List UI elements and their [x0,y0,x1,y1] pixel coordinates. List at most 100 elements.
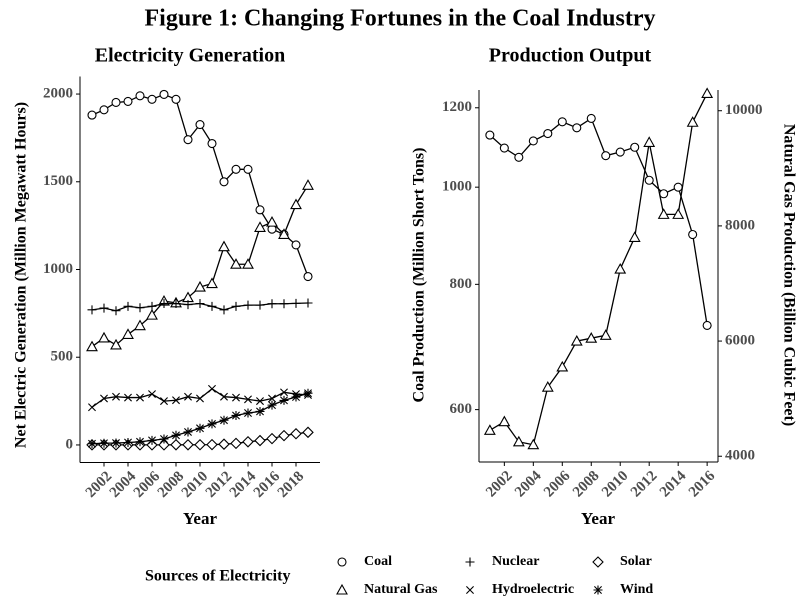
marker [100,394,108,403]
y2-tick-label: 10000 [725,102,763,118]
marker [688,229,698,240]
marker [112,392,120,401]
marker [88,403,96,412]
marker [291,392,301,402]
marker [586,113,596,123]
marker [135,91,145,101]
marker [242,258,254,269]
marker [123,96,133,106]
marker [630,142,640,152]
y-axis-label: Net Electric Generation (Million Megawat… [13,102,30,448]
marker [87,439,97,449]
legend-label: Coal [364,554,392,569]
marker [254,221,266,232]
marker [657,208,670,219]
marker [99,105,109,115]
marker [86,340,98,352]
marker [135,303,145,313]
y-tick-label: 500 [51,349,74,365]
legend-symbol [337,557,347,567]
marker [218,240,230,252]
marker [160,397,168,406]
marker [230,437,242,450]
marker [196,394,204,403]
y-tick-label: 1500 [43,173,73,189]
marker [195,423,205,433]
marker [244,395,252,404]
marker [207,419,217,429]
marker [483,424,496,435]
x-tick-label: 2016 [686,468,719,501]
x-axis-label: Year [581,509,615,528]
marker [570,334,583,346]
figure-title: Figure 1: Changing Fortunes in the Coal … [145,6,656,32]
marker [124,393,132,402]
marker [159,89,169,99]
marker [207,301,217,311]
marker [528,136,538,146]
legend-symbol [336,583,348,595]
legend-title: Sources of Electricity [145,568,290,585]
marker [122,328,134,339]
marker [148,390,156,399]
marker [279,299,289,309]
marker [278,228,290,239]
marker [111,97,121,108]
y-tick-label: 2000 [43,85,73,101]
marker [279,395,289,405]
marker [230,258,242,269]
marker [644,175,654,185]
marker [290,198,302,210]
marker [267,400,277,410]
marker [218,438,230,450]
legend-symbol [592,556,604,568]
y-tick-label: 600 [450,401,473,417]
marker [266,215,278,227]
marker [599,329,612,340]
marker [601,151,611,161]
x-axis-label: Year [183,509,217,528]
marker [672,208,685,219]
marker [123,301,133,311]
legend-label: Natural Gas [364,582,438,597]
marker [207,138,217,149]
marker [195,120,205,130]
y2-tick-label: 4000 [725,448,755,464]
marker [557,117,567,127]
marker [303,298,313,308]
marker [302,179,314,190]
marker [268,394,276,403]
marker [231,164,241,174]
marker [183,135,193,145]
x-tick-label: 2014 [657,468,690,501]
marker [123,437,133,447]
x-tick-label: 2008 [570,468,603,501]
marker [231,301,241,311]
marker [219,415,229,425]
marker [219,177,229,187]
marker [643,136,656,147]
marker [147,435,157,445]
marker [146,308,158,320]
marker [243,408,253,418]
marker [111,306,121,316]
marker [171,430,181,440]
x-tick-label: 2018 [275,468,308,501]
x-tick-label: 2006 [541,468,574,501]
marker [255,406,265,416]
marker [527,438,540,450]
marker [278,429,290,442]
marker [291,298,301,308]
marker [628,231,641,242]
y-tick-label: 1000 [442,179,472,195]
marker [220,392,228,401]
marker [541,381,554,392]
marker [701,87,714,99]
marker [159,434,169,444]
y-tick-label: 800 [450,276,473,292]
series-line [91,184,309,348]
x-tick-label: 2010 [599,468,632,501]
marker [512,435,525,447]
marker [256,397,264,406]
marker [99,303,109,313]
